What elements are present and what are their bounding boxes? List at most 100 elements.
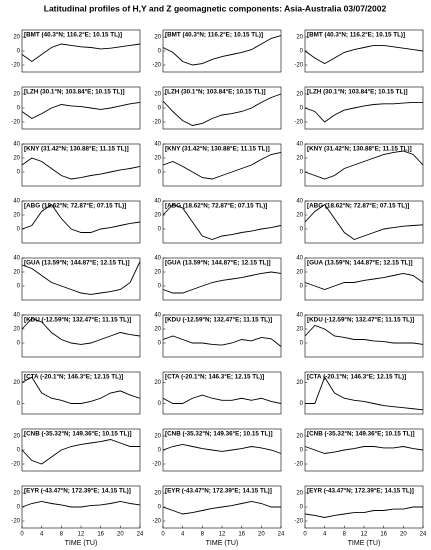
y-tick-label: 0 [17,170,21,176]
x-tick-label: 4 [323,532,327,538]
panel-title: [GUA (13.59°N; 144.87°E; 12.15 TL)] [165,259,271,267]
y-tick-label: 0 [158,106,162,112]
y-tick-label: 0 [17,227,21,233]
data-line [21,43,141,63]
y-tick-label: 0 [300,49,304,55]
y-tick-label: 20 [296,35,303,41]
y-tick-label: 40 [296,199,303,205]
panel-title: [KDU (-12.59°N; 132.47°E; 11.15 TL)] [24,316,131,324]
x-tick-label: 12 [78,532,85,538]
y-tick-label: 0 [300,106,304,112]
y-tick-label: 20 [13,35,20,41]
x-tick-label: 16 [380,532,387,538]
y-tick-label: -20 [294,120,303,126]
panel-title: [KDU (-12.59°N; 132.47°E; 11.15 TL)] [165,316,272,324]
y-tick-label: 0 [17,448,21,454]
x-tick-label: 8 [201,532,205,538]
plot-frame [162,314,282,358]
y-tick-label: 20 [13,213,20,219]
x-axis-label: TIME (TU) [348,540,381,547]
x-tick-label: 4 [181,532,185,538]
y-tick-label: 40 [296,256,303,262]
y-tick-label: 20 [296,491,303,497]
panel-title: [GUA (13.59°N; 144.87°E; 12.15 TL)] [307,259,413,267]
panel-title: [KNY (31.42°N; 130.88°E; 11.15 TL)] [165,145,270,153]
data-line [304,150,424,180]
y-tick-label: 0 [158,49,162,55]
panel-title: [KDU (-12.59°N; 132.47°E; 11.15 TL)] [307,316,414,324]
y-tick-label: -20 [152,519,161,525]
y-tick-label: 0 [17,341,21,347]
y-tick-label: -20 [152,462,161,468]
x-tick-label: 20 [117,532,124,538]
y-tick-label: 20 [296,327,303,333]
data-line [304,506,423,518]
y-tick-label: -20 [294,462,303,468]
panel-title: [LZH (30.1°N; 103.84°E; 10.15 TL)] [165,88,266,96]
data-line [21,101,141,120]
data-line [304,101,423,123]
data-line [21,500,141,508]
x-tick-label: 0 [303,532,307,538]
y-tick-label: 20 [13,156,20,162]
y-tick-label: 20 [13,380,20,386]
y-tick-label: 40 [296,142,303,148]
y-tick-label: 40 [13,256,20,262]
x-tick-label: 20 [258,532,265,538]
y-tick-label: 20 [296,434,303,440]
figure-title: Latitudinal profiles of H,Y and Z geomag… [44,3,387,13]
y-tick-label: -20 [11,63,20,69]
x-tick-label: 0 [161,532,165,538]
panel-title: [CTA (-20.1°N; 146.3°E; 12.15 TL)] [165,373,264,381]
y-tick-label: 20 [154,270,161,276]
y-tick-label: 0 [158,170,162,176]
x-tick-label: 8 [60,532,64,538]
data-line [162,151,282,180]
data-line [21,376,141,404]
y-tick-label: -20 [11,462,20,468]
panel-title: [CNB (-35.32°N; 149.36°E; 10.15 TL)] [24,430,132,438]
y-tick-label: 0 [300,401,304,407]
y-tick-label: 20 [296,380,303,386]
y-tick-label: 0 [17,401,21,407]
y-tick-label: 40 [13,199,20,205]
y-tick-label: 0 [17,284,21,290]
panel-title: [ABG (18.62°N; 72.87°E; 07.15 TL)] [24,202,126,210]
y-tick-label: 20 [154,380,161,386]
y-tick-label: 20 [154,92,161,98]
panel-title: [EYR (-43.47°N; 172.39°E; 14.15 TL)] [307,487,414,495]
y-tick-label: 20 [13,92,20,98]
y-tick-label: 0 [158,505,162,511]
x-tick-label: 16 [238,532,245,538]
x-tick-label: 16 [97,532,104,538]
panel-title: [CNB (-35.32°N; 149.36°E; 10.15 TL)] [307,430,415,438]
plot-frame [162,200,282,244]
panel-title: [KNY (31.42°N; 130.88°E; 11.15 TL)] [24,145,129,153]
y-tick-label: 20 [296,270,303,276]
y-tick-label: -20 [294,519,303,525]
y-tick-label: 40 [13,313,20,319]
x-axis-label: TIME (TU) [206,540,239,547]
y-tick-label: 20 [13,434,20,440]
y-tick-label: 20 [154,434,161,440]
y-tick-label: 0 [158,227,162,233]
panel-title: [BMT (40.3°N; 116.2°E; 10.15 TL)] [307,31,405,39]
data-line [162,93,282,126]
data-line [304,272,424,290]
y-tick-label: -20 [152,120,161,126]
y-tick-label: 20 [154,35,161,41]
y-tick-label: 0 [300,170,304,176]
plot-frame [304,371,424,415]
panel-title: [CTA (-20.1°N; 146.3°E; 12.15 TL)] [307,373,406,381]
data-line [162,203,282,240]
x-tick-label: 12 [361,532,368,538]
panel-title: [CTA (-20.1°N; 146.3°E; 12.15 TL)] [24,373,123,381]
x-tick-label: 24 [137,532,144,538]
y-tick-label: 20 [154,327,161,333]
y-tick-label: 0 [300,341,304,347]
x-tick-label: 8 [343,532,347,538]
y-tick-label: 0 [300,505,304,511]
y-tick-label: 20 [154,156,161,162]
y-tick-label: 20 [296,92,303,98]
